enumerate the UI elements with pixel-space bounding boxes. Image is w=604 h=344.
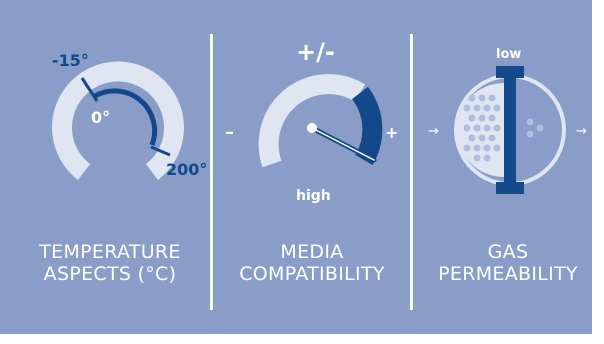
temperature-caption-line1: TEMPERATURE [39,241,181,263]
temperature-gauge-icon: -15° 0° 200° [52,51,207,180]
temperature-high-label: 200° [166,160,207,179]
temperature-pointer-line [80,77,99,102]
gas-membrane-bottom-cap [496,182,524,194]
gas-membrane-bar [504,78,516,182]
gas-caption: GAS PERMEABILITY [408,241,592,285]
media-high-arc [351,86,383,166]
gas-caption-line2: PERMEABILITY [438,263,578,285]
gas-caption-line1: GAS [487,241,529,263]
temperature-low-label: -15° [52,51,89,70]
media-compatibility-gauge-icon: +/- – + high [225,38,398,204]
temperature-active-arc [93,88,158,146]
gas-top-label: low [496,47,521,62]
media-plus-label: + [385,123,398,142]
gas-membrane-top-cap [496,66,524,78]
media-minus-label: – [225,122,234,143]
temperature-range-arc [52,61,184,180]
divider-left [210,34,213,310]
gas-arrow-out-icon: → [576,124,587,139]
divider-right [410,34,413,310]
gas-molecules-right [526,118,544,138]
temperature-caption: TEMPERATURE ASPECTS (°C) [10,241,210,285]
temperature-caption-line2: ASPECTS (°C) [43,263,177,285]
media-caption-line2: COMPATIBILITY [239,263,385,285]
media-top-label: +/- [296,38,335,66]
media-needle-highlight [311,127,375,161]
infographic-panel: -15° 0° 200° +/- – + high [0,0,592,334]
gas-permeability-icon: low → → [428,47,587,194]
temperature-zero-label: 0° [91,108,110,127]
media-range-arc [258,74,366,168]
gauge-graphics: -15° 0° 200° +/- – + high [52,38,587,204]
media-caption-line1: MEDIA [280,241,344,263]
temperature-200-tick [150,145,171,157]
media-caption: MEDIA COMPATIBILITY [212,241,412,285]
media-bottom-label: high [296,188,331,204]
gas-arrow-in-icon: → [428,124,439,139]
gas-molecules-left [463,94,501,162]
media-needle-hub [307,123,317,133]
